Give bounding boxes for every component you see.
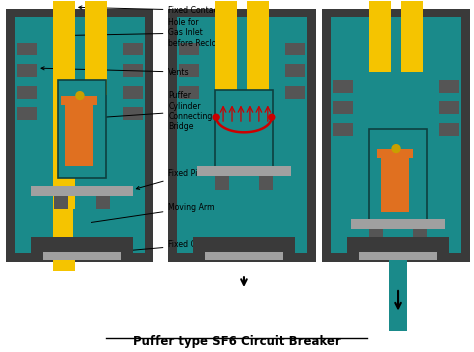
Circle shape bbox=[213, 114, 219, 120]
Bar bbox=[413, 229, 427, 243]
Bar bbox=[43, 252, 121, 259]
Bar bbox=[177, 17, 307, 253]
Bar bbox=[369, 1, 391, 72]
Bar bbox=[235, 190, 253, 249]
Bar bbox=[65, 100, 93, 166]
Bar bbox=[333, 101, 353, 114]
Bar bbox=[54, 196, 68, 209]
Bar bbox=[168, 9, 316, 263]
Bar bbox=[439, 80, 459, 93]
Bar bbox=[439, 101, 459, 114]
Bar bbox=[381, 153, 409, 212]
Bar bbox=[247, 1, 269, 90]
Text: Hole for
Gas Inlet
before Reclosing: Hole for Gas Inlet before Reclosing bbox=[57, 18, 233, 48]
Circle shape bbox=[76, 92, 84, 100]
Bar bbox=[285, 43, 305, 55]
Bar bbox=[85, 1, 107, 95]
Bar bbox=[377, 149, 413, 158]
Text: Vents: Vents bbox=[41, 67, 190, 76]
Bar bbox=[369, 129, 427, 222]
Bar bbox=[193, 237, 295, 253]
Bar bbox=[17, 107, 37, 120]
Text: Puffer type SF6 Circuit Breaker: Puffer type SF6 Circuit Breaker bbox=[133, 335, 341, 348]
Bar bbox=[215, 176, 229, 190]
Bar bbox=[179, 64, 199, 77]
Bar bbox=[205, 252, 283, 259]
Bar bbox=[333, 80, 353, 93]
Bar bbox=[58, 80, 106, 178]
Bar bbox=[96, 196, 110, 209]
Bar bbox=[439, 123, 459, 136]
Text: Moving Arm: Moving Arm bbox=[77, 203, 215, 226]
Bar bbox=[259, 176, 273, 190]
Bar bbox=[359, 252, 437, 259]
Bar bbox=[215, 1, 237, 90]
Bar bbox=[73, 209, 91, 260]
Bar bbox=[179, 86, 199, 99]
Bar bbox=[389, 243, 407, 331]
Text: Fixed Contact: Fixed Contact bbox=[86, 240, 221, 256]
Text: Puffer
Cylinder
Connecting
Bridge: Puffer Cylinder Connecting Bridge bbox=[79, 91, 213, 131]
Bar bbox=[61, 96, 97, 105]
Bar bbox=[17, 64, 37, 77]
Bar bbox=[15, 17, 145, 253]
Bar bbox=[6, 9, 154, 263]
Bar bbox=[17, 43, 37, 55]
Bar bbox=[179, 43, 199, 55]
Bar bbox=[123, 107, 143, 120]
Bar bbox=[285, 64, 305, 77]
Bar bbox=[123, 43, 143, 55]
Bar bbox=[347, 237, 449, 253]
Bar bbox=[197, 166, 291, 176]
Bar bbox=[333, 123, 353, 136]
Circle shape bbox=[392, 145, 400, 152]
Bar bbox=[331, 17, 461, 253]
Text: Fixed Contact: Fixed Contact bbox=[79, 6, 221, 15]
Circle shape bbox=[269, 114, 275, 120]
Bar bbox=[53, 1, 75, 271]
Bar bbox=[322, 9, 470, 263]
Bar bbox=[285, 86, 305, 99]
Bar bbox=[31, 186, 133, 196]
Bar bbox=[215, 90, 273, 173]
Bar bbox=[31, 237, 133, 253]
Bar bbox=[401, 1, 423, 72]
Bar bbox=[123, 86, 143, 99]
Bar bbox=[17, 86, 37, 99]
Bar bbox=[369, 229, 383, 243]
Bar bbox=[123, 64, 143, 77]
Text: Fixed Piston: Fixed Piston bbox=[137, 169, 215, 189]
Bar bbox=[351, 219, 445, 229]
